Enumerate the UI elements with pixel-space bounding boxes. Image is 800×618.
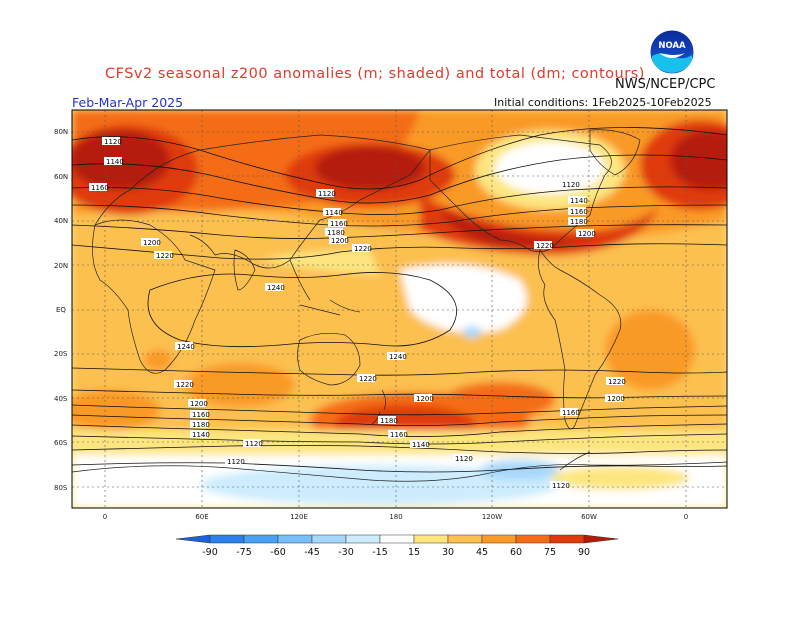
- contour-label: 1240: [267, 284, 285, 292]
- map-frame: [71, 109, 728, 509]
- contour-label: 1180: [327, 229, 345, 237]
- contour-label: 1160: [570, 208, 588, 216]
- contour-label: 1140: [106, 158, 124, 166]
- colorbar-tick-label: 45: [476, 547, 488, 558]
- contour-label: 1220: [536, 242, 554, 250]
- longitude-labels: 0 60E 120E 180 120W 60W 0: [103, 513, 688, 521]
- height-contours: [72, 127, 727, 473]
- colorbar-swatch: [549, 534, 585, 544]
- contour-label: 1140: [325, 209, 343, 217]
- lon-label-120e: 120E: [290, 513, 308, 521]
- colorbar-tick-label: -45: [304, 547, 320, 558]
- contour-label: 1120: [104, 138, 122, 146]
- contour-label: 1220: [354, 245, 372, 253]
- colorbar-tick-label: 90: [578, 547, 590, 558]
- logo-text: NOAA: [658, 41, 686, 51]
- contour-label: 1120: [562, 181, 580, 189]
- lat-label-eq: EQ: [56, 306, 66, 314]
- agency-label: NWS/NCEP/CPC: [615, 77, 716, 92]
- contour-label: 1200: [416, 395, 434, 403]
- contour-label: 1200: [190, 400, 208, 408]
- colorbar-swatch: [345, 534, 381, 544]
- lon-label-0-west: 0: [103, 513, 107, 521]
- lon-label-0-east: 0: [684, 513, 688, 521]
- contour-label: 1140: [192, 431, 210, 439]
- colorbar-swatch: [311, 534, 347, 544]
- contour-label: 1180: [192, 421, 210, 429]
- contour-label: 1160: [330, 220, 348, 228]
- contour-label: 1200: [578, 230, 596, 238]
- colorbar-tick-label: -75: [236, 547, 252, 558]
- colorbar-tick-label: -30: [338, 547, 354, 558]
- contour-label: 1120: [455, 455, 473, 463]
- colorbar-tick-label: -90: [202, 547, 218, 558]
- colorbar-swatch: [175, 534, 211, 544]
- latitude-labels: 80N 60N 40N 20N EQ 20S 40S 60S 80S: [54, 128, 68, 492]
- lon-label-60e: 60E: [195, 513, 208, 521]
- colorbar-tick-label: -60: [270, 547, 286, 558]
- contour-label: 1240: [389, 353, 407, 361]
- contour-label: 1160: [91, 184, 109, 192]
- color-scale-legend: -90 -75 -60 -45 -30 -15 15 30 45 60 75 90: [175, 534, 619, 558]
- colorbar-swatch: [243, 534, 279, 544]
- colorbar-tick-label: -15: [372, 547, 388, 558]
- contour-label: 1220: [176, 381, 194, 389]
- lat-label-60n: 60N: [54, 173, 68, 181]
- colorbar-tick-label: 60: [510, 547, 522, 558]
- lat-label-80s: 80S: [54, 484, 68, 492]
- contour-label: 1240: [177, 343, 195, 351]
- lon-label-60w: 60W: [581, 513, 597, 521]
- colorbar-tick-label: 15: [408, 547, 420, 558]
- lat-label-40s: 40S: [54, 395, 68, 403]
- noaa-logo: NOAA: [649, 29, 695, 75]
- contour-label: 1140: [412, 441, 430, 449]
- colorbar-swatch: [481, 534, 517, 544]
- colorbar-tick-label: 75: [544, 547, 556, 558]
- colorbar-swatch: [209, 534, 245, 544]
- contour-label: 1220: [359, 375, 377, 383]
- lon-label-180: 180: [389, 513, 402, 521]
- colorbar-swatch: [583, 534, 619, 544]
- colorbar-swatch: [515, 534, 551, 544]
- contour-label: 1180: [570, 218, 588, 226]
- contour-label: 1200: [143, 239, 161, 247]
- contour-label: 1180: [380, 417, 398, 425]
- season-label: Feb-Mar-Apr 2025: [72, 95, 184, 110]
- lat-label-40n: 40N: [54, 217, 68, 225]
- contour-value-labels: 1120 1140 1160 1200 1220 1120 1140 1160 …: [89, 137, 626, 490]
- lat-label-60s: 60S: [54, 439, 68, 447]
- contour-label: 1160: [390, 431, 408, 439]
- contour-label: 1220: [156, 252, 174, 260]
- lat-label-80n: 80N: [54, 128, 68, 136]
- contour-label: 1140: [570, 197, 588, 205]
- colorbar-tick-label: 30: [442, 547, 454, 558]
- chart-title: CFSv2 seasonal z200 anomalies (m; shaded…: [105, 66, 645, 82]
- colorbar-swatch: [447, 534, 483, 544]
- colorbar-swatch: [413, 534, 449, 544]
- colorbar-swatches: [175, 534, 619, 544]
- contour-label: 1160: [192, 411, 210, 419]
- anomaly-shading: [72, 110, 727, 508]
- contour-label: 1120: [227, 458, 245, 466]
- contour-label: 1220: [608, 378, 626, 386]
- colorbar-tick-labels: -90 -75 -60 -45 -30 -15 15 30 45 60 75 90: [202, 547, 590, 558]
- contour-label: 1200: [331, 237, 349, 245]
- lon-label-120w: 120W: [482, 513, 502, 521]
- contour-label: 1120: [318, 190, 336, 198]
- colorbar-swatch: [379, 534, 415, 544]
- contour-label: 1120: [552, 482, 570, 490]
- contour-label: 1200: [607, 395, 625, 403]
- contour-label: 1160: [562, 409, 580, 417]
- colorbar-swatch: [277, 534, 313, 544]
- lat-label-20n: 20N: [54, 262, 68, 270]
- lat-label-20s: 20S: [54, 350, 68, 358]
- initial-conditions-label: Initial conditions: 1Feb2025-10Feb2025: [494, 96, 712, 109]
- contour-label: 1120: [245, 440, 263, 448]
